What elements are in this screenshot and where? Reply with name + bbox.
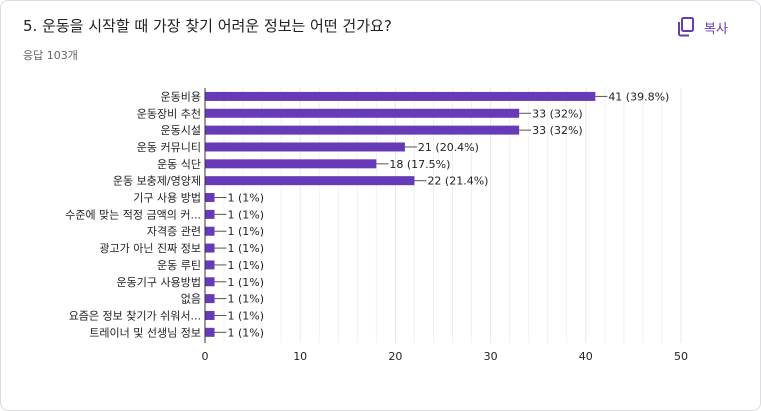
category-label: 수준에 맞는 적정 금액의 커... — [65, 208, 201, 221]
category-label: 자격증 관련 — [147, 225, 201, 238]
data-label: 18 (17.5%) — [389, 158, 450, 171]
category-label: 기구 사용 방법 — [133, 192, 201, 205]
copy-label: 복사 — [704, 21, 728, 37]
bar — [205, 260, 215, 270]
data-label: 1 (1%) — [228, 276, 265, 289]
x-tick-label: 30 — [484, 350, 498, 363]
category-label: 운동비용 — [161, 90, 201, 103]
data-label: 1 (1%) — [228, 242, 265, 255]
data-label: 21 (20.4%) — [418, 141, 479, 154]
data-label: 41 (39.8%) — [608, 90, 669, 103]
bar — [205, 176, 415, 186]
bar — [205, 142, 405, 152]
category-label: 운동기구 사용방법 — [117, 276, 201, 289]
x-tick-label: 0 — [202, 350, 209, 363]
x-tick-label: 40 — [579, 350, 593, 363]
category-label: 운동 커뮤니티 — [137, 141, 201, 154]
copy-icon — [677, 17, 695, 37]
category-label: 운동 보충제/영양제 — [113, 175, 201, 188]
bar — [205, 108, 520, 118]
category-label: 트레이너 및 선생님 정보 — [89, 326, 201, 339]
category-label: 운동시설 — [161, 124, 201, 137]
bar — [205, 91, 596, 101]
x-tick-label: 10 — [293, 350, 307, 363]
data-label: 1 (1%) — [228, 208, 265, 221]
bar — [205, 243, 215, 253]
bar — [205, 226, 215, 236]
data-label: 22 (21.4%) — [427, 175, 488, 188]
category-label: 광고가 아닌 진짜 정보 — [99, 242, 201, 255]
data-label: 1 (1%) — [228, 326, 265, 339]
data-label: 1 (1%) — [228, 309, 265, 322]
question-title: 5. 운동을 시작할 때 가장 찾기 어려운 정보는 어떤 건가요? — [23, 17, 392, 35]
data-label: 33 (32%) — [532, 124, 583, 137]
bar — [205, 125, 520, 135]
data-label: 1 (1%) — [228, 192, 265, 205]
category-label: 운동장비 추천 — [137, 106, 201, 120]
bar — [205, 193, 215, 203]
x-tick-label: 20 — [388, 350, 402, 363]
data-label: 1 (1%) — [228, 225, 265, 238]
data-label: 1 (1%) — [228, 259, 265, 272]
data-label: 33 (32%) — [532, 107, 583, 120]
category-label: 없음 — [181, 293, 201, 306]
bar — [205, 277, 215, 287]
category-label: 운동 식단 — [157, 158, 201, 171]
bar — [205, 159, 377, 169]
bar — [205, 327, 215, 337]
bar — [205, 310, 215, 320]
bar — [205, 209, 215, 219]
category-label: 요즘은 정보 찾기가 쉬워서... — [69, 309, 201, 322]
bar — [205, 294, 215, 304]
x-tick-label: 50 — [674, 350, 688, 363]
copy-button[interactable]: 복사 — [677, 13, 728, 41]
response-count: 응답 103개 — [23, 49, 78, 62]
data-label: 1 (1%) — [228, 293, 265, 306]
category-label: 운동 루틴 — [157, 259, 201, 272]
